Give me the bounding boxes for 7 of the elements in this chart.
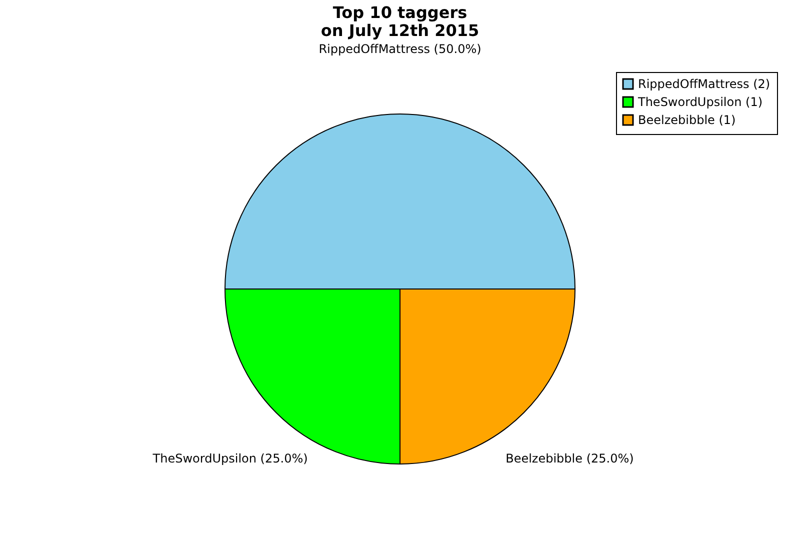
data-label: RippedOffMattress (50.0%)	[318, 42, 482, 56]
chart-title: Top 10 taggers on July 12th 2015	[320, 3, 480, 40]
data-label: TheSwordUpsilon (25.0%)	[152, 452, 308, 466]
legend-label: RippedOffMattress (2)	[638, 77, 770, 91]
legend-label: TheSwordUpsilon (1)	[637, 95, 763, 109]
legend-label: Beelzebibble (1)	[638, 113, 736, 127]
data-label: Beelzebibble (25.0%)	[506, 452, 634, 466]
